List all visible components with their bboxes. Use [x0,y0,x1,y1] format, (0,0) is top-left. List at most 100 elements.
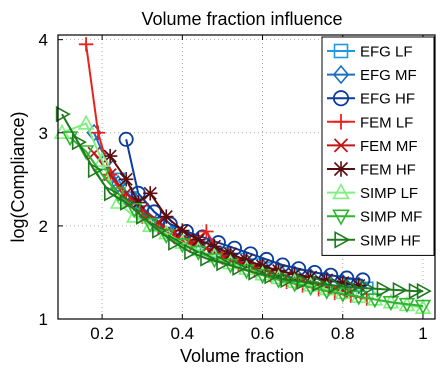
data-point [339,270,355,286]
data-point [351,278,366,293]
chart-title: Volume fraction influence [141,9,342,29]
legend-marker [334,230,351,249]
legend-entry: EFG MF [327,64,417,85]
data-point [382,296,400,312]
legend-entry: SIMP MF [327,209,422,226]
x-tick-label: 0.8 [331,324,355,343]
data-point [416,282,432,300]
y-tick-label: 4 [39,31,48,50]
data-point [223,246,238,262]
data-point [109,193,127,209]
legend-entry: SIMP LF [327,183,418,202]
legend-entry: EFG LF [327,44,413,61]
data-point [232,259,248,277]
data-point [335,275,350,290]
legend-entry: FEM LF [327,114,413,131]
data-point [408,282,424,300]
data-point [328,277,344,294]
legend-marker [332,209,350,226]
legend-label: SIMP LF [360,185,418,202]
x-tick-label: 1 [418,324,427,343]
data-point [87,161,103,179]
data-point [334,284,352,300]
x-tick-label: 0.6 [251,324,275,343]
data-point [312,275,328,292]
data-point [216,254,232,272]
legend-label: SIMP HF [360,232,421,249]
data-point [392,281,408,299]
plot-area [53,37,432,315]
data-point [77,114,95,130]
data-point [323,267,339,283]
data-point [414,299,432,315]
y-axis-label: log(Compliance) [8,111,28,242]
series-line [61,113,423,293]
data-point [334,287,352,303]
legend-marker [333,161,349,177]
data-point [366,293,384,309]
data-point [152,222,168,239]
y-tick-label: 1 [39,310,48,329]
legend-label: EFG MF [360,67,417,84]
legend: EFG LF EFG MF EFG HF FEM LF FEM MF FEM HF SIMP… [321,36,435,256]
data-point [248,264,264,281]
legend-entry: EFG HF [327,90,415,108]
legend-label: FEM MF [360,138,418,155]
legend-label: EFG HF [360,91,415,108]
legend-marker [332,183,350,200]
legend-marker [332,90,350,107]
data-point [344,279,360,296]
legend-marker [333,138,349,153]
data-point [119,194,136,211]
data-point [270,273,287,289]
data-point [200,250,216,267]
data-point [118,131,134,147]
data-point [90,125,106,140]
x-axis-label: Volume fraction [180,346,304,366]
data-point [350,290,368,306]
data-point [199,224,214,239]
data-point [307,264,323,280]
data-point [319,272,334,288]
data-point [159,209,174,224]
data-point [78,37,94,52]
data-point [71,133,87,151]
data-point [280,271,296,289]
legend-marker [333,43,349,59]
data-point [184,243,200,261]
legend-entry: FEM HF [327,161,416,179]
data-point [296,273,312,291]
data-point [118,172,134,187]
data-point [175,223,190,238]
data-point [136,208,152,225]
legend-label: EFG LF [360,44,413,61]
data-point [103,185,120,202]
y-tick-label: 2 [39,217,48,236]
data-point [93,151,111,167]
series-simp-hf [55,105,432,300]
data-point [286,277,303,293]
data-point [77,145,95,161]
data-point [168,234,184,251]
data-point [55,105,71,123]
data-point [125,207,143,223]
data-point [360,280,376,297]
data-point [355,272,371,288]
data-point [254,269,271,285]
data-point [398,297,416,313]
data-point [376,280,392,298]
data-point [318,280,335,296]
legend-label: FEM LF [360,114,413,131]
data-point [264,267,280,285]
data-point [102,148,118,164]
data-point [131,195,146,210]
legend-entry: SIMP HF [327,230,421,249]
legend-marker [333,114,349,130]
data-point [238,259,255,275]
axis-ticks: 0.2 0.4 0.6 0.8 1 1 2 3 4 [39,31,435,343]
axes-frame [57,34,436,320]
data-point [207,239,222,254]
legend-entry: FEM MF [327,138,418,155]
data-point [143,186,158,201]
